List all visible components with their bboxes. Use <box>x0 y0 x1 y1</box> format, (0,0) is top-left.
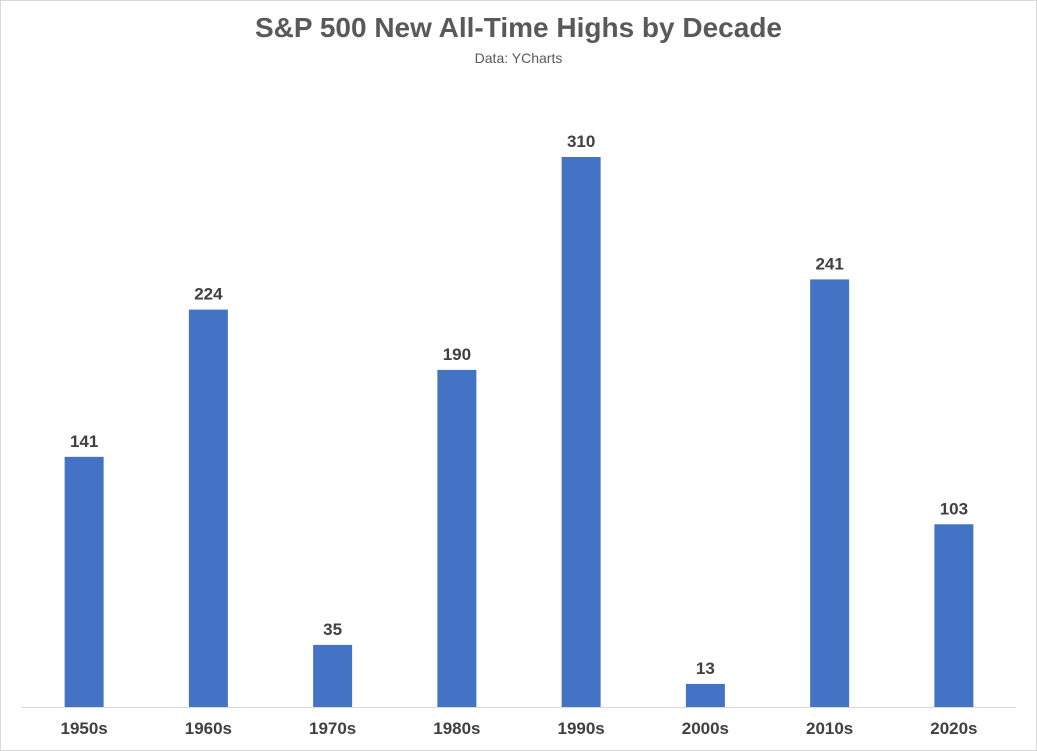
x-tick-labels-layer: 1950s 1960s 1970s 1980s 1990s 2000s 2010s 2020s <box>60 719 977 738</box>
data-label-2020s: 103 <box>940 499 968 518</box>
data-label-1980s: 190 <box>443 345 471 364</box>
data-label-1990s: 310 <box>567 132 595 151</box>
bar-1950s <box>64 456 104 707</box>
x-tick-label-1980s: 1980s <box>433 719 480 738</box>
x-tick-label-2010s: 2010s <box>806 719 853 738</box>
bars-layer <box>64 157 974 707</box>
data-label-2010s: 241 <box>815 254 843 273</box>
chart-subtitle: Data: YCharts <box>474 50 563 66</box>
x-tick-label-1990s: 1990s <box>557 719 604 738</box>
data-label-1970s: 35 <box>323 620 342 639</box>
bar-2010s <box>810 279 850 707</box>
x-tick-label-2000s: 2000s <box>682 719 729 738</box>
chart-title: S&P 500 New All-Time Highs by Decade <box>254 12 782 43</box>
data-labels-layer: 141 224 35 190 310 13 241 103 <box>70 132 968 678</box>
x-tick-label-2020s: 2020s <box>930 719 977 738</box>
bar-1960s <box>188 309 228 707</box>
data-label-2000s: 13 <box>696 659 715 678</box>
bar-1990s <box>561 157 601 707</box>
bar-2020s <box>934 524 974 707</box>
bar-2000s <box>685 683 725 707</box>
bar-1970s <box>313 644 353 707</box>
data-label-1960s: 224 <box>194 285 223 304</box>
x-tick-label-1970s: 1970s <box>309 719 356 738</box>
x-tick-label-1950s: 1950s <box>60 719 107 738</box>
bar-1980s <box>437 369 477 707</box>
x-tick-label-1960s: 1960s <box>185 719 232 738</box>
data-label-1950s: 141 <box>70 432 98 451</box>
